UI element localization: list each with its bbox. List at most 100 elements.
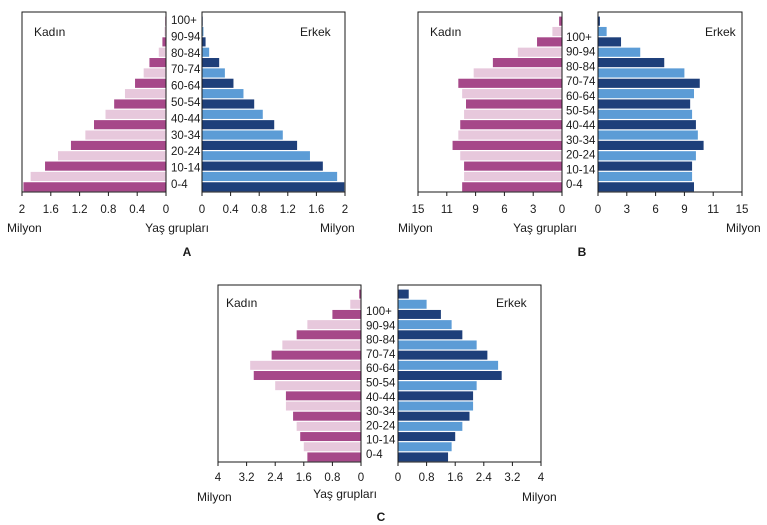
male-bar <box>598 151 696 161</box>
unit-label-left: Milyon <box>197 490 232 504</box>
male-tick-label: 0 <box>199 204 205 216</box>
male-tick-label: 11 <box>707 204 719 216</box>
male-tick-label: 15 <box>736 204 749 216</box>
male-bar <box>398 320 452 330</box>
male-bar <box>202 171 338 182</box>
female-bar <box>473 68 562 78</box>
age-label: 40-44 <box>366 392 396 404</box>
age-groups-label: Yaş grupları <box>513 221 577 235</box>
male-bar <box>398 340 477 350</box>
pyramid-chart-b: Kadın Erkek0-410-1420-2430-3440-4450-5460… <box>398 11 761 259</box>
female-label: Kadın <box>34 25 65 39</box>
female-bar <box>162 37 166 47</box>
female-bar <box>462 182 562 192</box>
female-bar <box>517 47 562 57</box>
male-tick-label: 0.8 <box>251 204 267 216</box>
female-tick-label: 0.8 <box>324 472 340 484</box>
male-bar <box>398 391 474 401</box>
female-bar <box>85 130 166 140</box>
age-label: 100+ <box>366 306 392 318</box>
female-bar <box>458 78 562 88</box>
male-bar <box>598 47 641 57</box>
female-bar <box>285 401 361 411</box>
female-bar <box>552 26 562 37</box>
age-label: 80-84 <box>566 61 596 73</box>
female-tick-label: 1.2 <box>72 204 88 216</box>
male-bar <box>202 47 210 57</box>
female-tick-label: 3.2 <box>239 472 255 484</box>
female-plot-frame <box>417 11 563 193</box>
male-tick-label: 3.2 <box>504 472 520 484</box>
age-label: 70-74 <box>366 349 396 361</box>
age-label: 90-94 <box>566 47 596 59</box>
female-bar <box>250 360 361 370</box>
age-label: 0-4 <box>366 449 383 461</box>
male-bar <box>202 182 345 192</box>
female-bar <box>143 68 166 78</box>
female-bar <box>350 299 361 309</box>
female-tick-label: 6 <box>501 204 507 216</box>
male-bar <box>202 58 220 68</box>
male-bar <box>398 299 427 309</box>
age-label: 40-44 <box>171 113 201 125</box>
male-tick-label: 2.4 <box>476 472 493 484</box>
female-plot-frame <box>217 284 362 463</box>
male-tick-label: 0.8 <box>419 472 435 484</box>
age-label: 80-84 <box>171 48 201 60</box>
age-label: 100+ <box>566 32 592 44</box>
male-bar <box>202 99 255 109</box>
age-label: 0-4 <box>171 179 188 191</box>
male-bar <box>398 381 477 391</box>
female-bar <box>464 171 562 182</box>
female-bar <box>124 89 166 99</box>
female-bar <box>58 151 166 161</box>
female-tick-label: 15 <box>412 204 425 216</box>
unit-label-right: Milyon <box>320 221 355 235</box>
male-bar <box>598 130 698 140</box>
female-bar <box>466 99 562 109</box>
male-bar <box>398 421 463 431</box>
age-label: 30-34 <box>566 135 596 147</box>
panel-label: B <box>578 245 587 259</box>
female-bar <box>114 99 166 109</box>
male-bar <box>202 68 225 78</box>
male-tick-label: 3 <box>624 204 630 216</box>
female-bar <box>253 371 361 380</box>
male-bar <box>202 140 298 150</box>
male-bar <box>598 182 694 192</box>
female-bar <box>307 452 361 462</box>
male-bar <box>598 37 622 47</box>
female-bar <box>464 161 562 171</box>
panel-label: C <box>377 510 386 524</box>
female-bar <box>460 120 562 130</box>
age-label: 10-14 <box>171 163 201 175</box>
female-bar <box>275 381 361 391</box>
female-bar <box>30 171 166 182</box>
male-bar <box>598 140 704 150</box>
male-tick-label: 9 <box>681 204 687 216</box>
male-tick-label: 1.2 <box>280 204 296 216</box>
female-tick-label: 0.8 <box>100 204 116 216</box>
male-bar <box>598 171 693 182</box>
female-bar <box>452 140 562 150</box>
female-bar <box>282 340 361 350</box>
male-bar <box>598 58 665 68</box>
male-bar <box>398 309 441 319</box>
age-label: 0-4 <box>566 179 583 191</box>
male-label: Erkek <box>300 25 332 39</box>
age-label: 90-94 <box>366 320 396 332</box>
male-bar <box>398 401 474 411</box>
male-bar <box>598 120 696 130</box>
male-bar <box>398 360 499 370</box>
male-bar <box>202 37 206 47</box>
female-bar <box>537 37 562 47</box>
male-bar <box>398 330 463 340</box>
age-label: 70-74 <box>171 64 201 76</box>
age-label: 100+ <box>171 15 197 27</box>
male-bar <box>398 452 449 462</box>
female-bar <box>149 58 166 68</box>
female-tick-label: 1.6 <box>43 204 59 216</box>
pyramid-chart-a: Kadın Erkek 0-4 10-14 20-24 30-34 40-44 50-54 60… <box>7 11 355 259</box>
female-tick-label: 4 <box>215 472 222 484</box>
female-bar <box>296 330 361 340</box>
